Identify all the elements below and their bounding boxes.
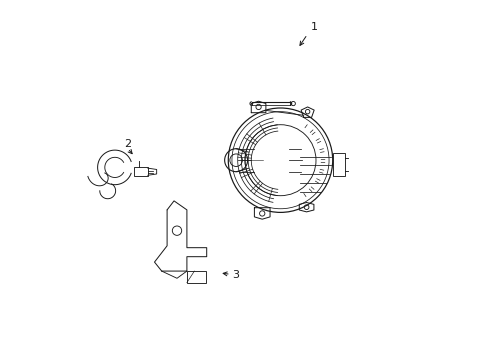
Text: 1: 1 [310,22,318,32]
Text: 2: 2 [123,139,131,149]
Bar [186,271,205,283]
Bar [134,167,147,176]
Text: 3: 3 [231,270,239,280]
Bar [332,153,344,176]
